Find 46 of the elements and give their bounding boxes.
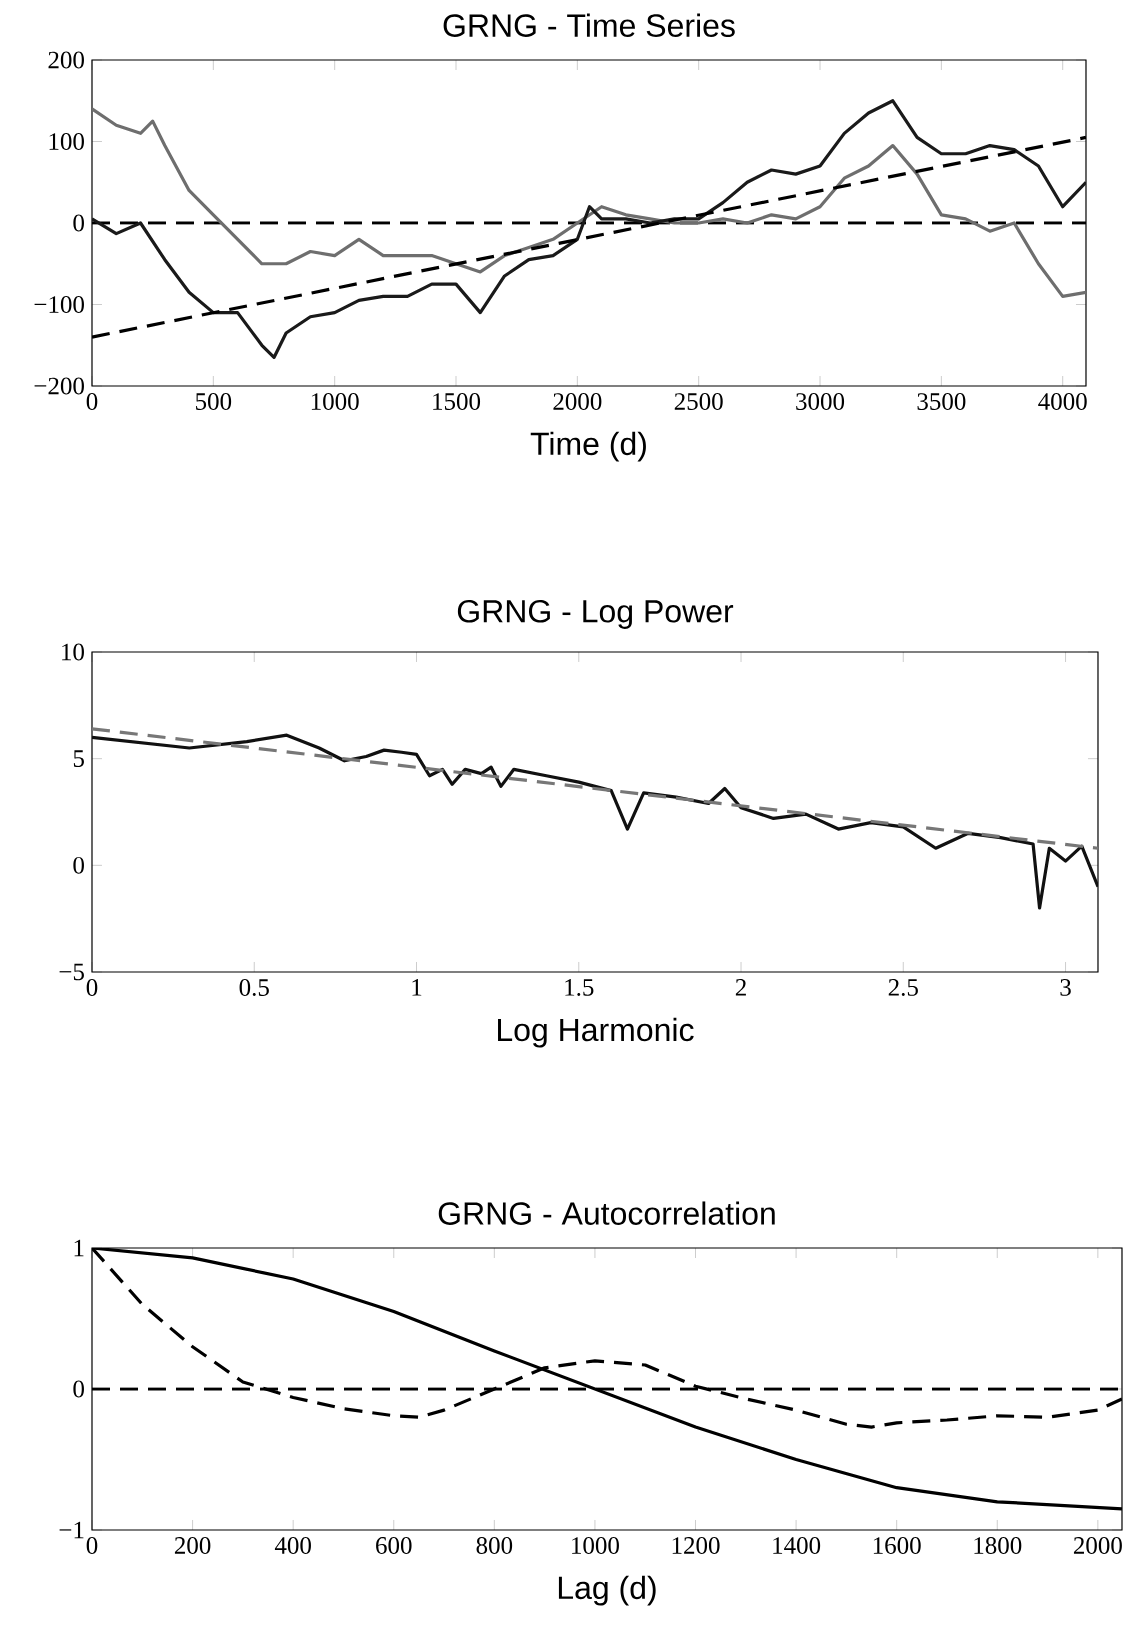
x-tick-label: 2500 xyxy=(674,393,723,410)
x-tick-label: 4000 xyxy=(1038,393,1087,410)
x-axis-title: Time (d) xyxy=(530,431,646,462)
x-tick-label: 1400 xyxy=(773,1537,821,1554)
y-tick-label: 100 xyxy=(49,133,84,150)
y-tick-label: −1 xyxy=(59,1521,84,1539)
x-tick-label: 3 xyxy=(1060,979,1071,996)
x-tick-label: 600 xyxy=(376,1537,412,1554)
x-tick-label: 0.5 xyxy=(239,979,269,997)
x-tick-label: 1.5 xyxy=(565,979,594,996)
x-tick-label: 500 xyxy=(196,393,232,410)
x-tick-label: 0 xyxy=(86,1537,98,1554)
y-tick-label: 0 xyxy=(73,856,84,874)
x-tick-label: 400 xyxy=(274,1537,311,1554)
x-tick-label: 2000 xyxy=(553,393,602,410)
x-tick-label: 1000 xyxy=(311,393,359,410)
y-tick-label: −100 xyxy=(34,296,84,313)
y-tick-label: −5 xyxy=(59,963,84,981)
x-tick-label: 3500 xyxy=(917,393,966,410)
x-axis-title: Log Harmonic xyxy=(498,1017,694,1048)
x-tick-label: 200 xyxy=(174,1537,211,1554)
y-tick-label: 0 xyxy=(73,214,84,232)
x-tick-label: 0 xyxy=(86,979,98,996)
x-tick-label: 1000 xyxy=(572,1537,619,1554)
y-tick-label: 0 xyxy=(73,1380,84,1398)
y-tick-label: 200 xyxy=(48,51,84,69)
x-tick-label: 3000 xyxy=(796,393,845,410)
x-tick-label: 1600 xyxy=(873,1537,921,1554)
y-tick-label: 5 xyxy=(73,750,84,767)
x-tick-label: 800 xyxy=(476,1537,513,1554)
y-tick-label: 10 xyxy=(62,643,84,661)
y-tick-label: −200 xyxy=(34,377,84,395)
x-tick-label: 1 xyxy=(412,979,422,996)
x-tick-label: 1500 xyxy=(433,393,481,410)
x-tick-label: 1800 xyxy=(974,1537,1022,1554)
line-series xyxy=(92,99,1086,360)
x-axis-title: Lag (d) xyxy=(558,1575,656,1606)
x-tick-label: 2000 xyxy=(1073,1537,1122,1554)
x-tick-label: 2.5 xyxy=(888,979,918,996)
chart-title: GRNG - Log Power xyxy=(457,599,734,629)
x-tick-label: 2 xyxy=(735,979,746,996)
chart-title: GRNG - Autocorrelation xyxy=(438,1201,775,1225)
x-tick-label: 1200 xyxy=(672,1537,720,1554)
y-tick-label: 1 xyxy=(74,1239,84,1257)
x-tick-label: 0 xyxy=(86,393,98,410)
chart-title: GRNG - Time Series xyxy=(443,13,735,37)
